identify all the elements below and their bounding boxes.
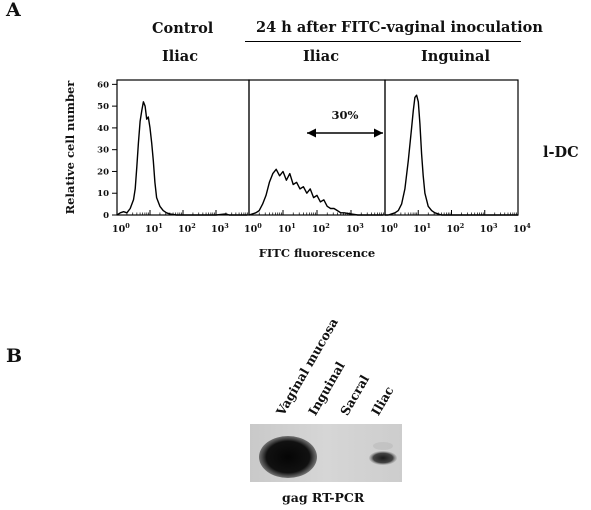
x-tick-label: 103 — [480, 222, 498, 235]
y-tick-label: 20 — [97, 167, 109, 177]
gel-band-iliac — [369, 451, 397, 465]
subheader-infected-iliac: Iliac — [303, 48, 340, 65]
gel-image — [250, 424, 402, 482]
gate-arrow-left-head — [307, 128, 316, 138]
x-tick-label: 104 — [513, 222, 531, 235]
gel-caption: gag RT-PCR — [282, 490, 365, 505]
histogram-curve-2 — [248, 168, 384, 216]
subheader-infected-inguinal: Inguinal — [421, 48, 490, 65]
x-tick-label: 100 — [112, 222, 130, 235]
y-tick-label: 10 — [97, 189, 109, 199]
x-tick-label: 100 — [380, 222, 398, 235]
histogram-curve-1 — [116, 101, 248, 216]
gel-band-vaginal-mucosa — [259, 436, 317, 478]
histogram-panel-frame-3 — [384, 79, 519, 216]
y-axis-title: Relative cell number — [63, 80, 77, 215]
x-tick-label: 101 — [413, 222, 431, 235]
histogram-layer: 100 101 102 103 100 101 102 103 100 101 102 103 1040… — [63, 79, 531, 260]
x-tick-label: 102 — [178, 222, 196, 235]
y-tick-label: 0 — [103, 211, 109, 221]
infection-header: 24 h after FITC-vaginal inoculation — [256, 19, 543, 36]
x-tick-label: 101 — [278, 222, 296, 235]
control-header: Control — [152, 20, 214, 37]
lane-label-sacral: Sacral — [337, 372, 373, 418]
x-tick-label: 103 — [211, 222, 229, 235]
gel-band-iliac-faint — [373, 442, 393, 450]
x-tick-label: 100 — [244, 222, 262, 235]
panel-b-letter: B — [6, 345, 23, 367]
panel-a-letter: A — [6, 0, 21, 21]
x-tick-label: 103 — [346, 222, 364, 235]
lane-label-iliac: Iliac — [368, 383, 397, 418]
histogram-figure: 100 101 102 103 100 101 102 103 100 101 102 103 1040… — [63, 79, 531, 260]
histogram-curve-3 — [385, 94, 518, 216]
histogram-panel-frame-1 — [116, 79, 250, 216]
x-tick-label: 102 — [312, 222, 330, 235]
gate-arrow-right-head — [374, 128, 383, 138]
x-tick-label: 102 — [447, 222, 465, 235]
x-axis-title: FITC fluorescence — [259, 246, 376, 260]
y-tick-label: 30 — [97, 146, 109, 156]
row-label: l-DC — [543, 144, 579, 161]
header-rule — [245, 41, 521, 43]
y-tick-label: 50 — [97, 102, 109, 112]
y-tick-label: 40 — [97, 124, 109, 134]
gate-percentage-label: 30% — [332, 108, 359, 122]
y-tick-label: 60 — [97, 80, 109, 90]
subheader-control-iliac: Iliac — [162, 48, 199, 65]
x-tick-label: 101 — [145, 222, 163, 235]
